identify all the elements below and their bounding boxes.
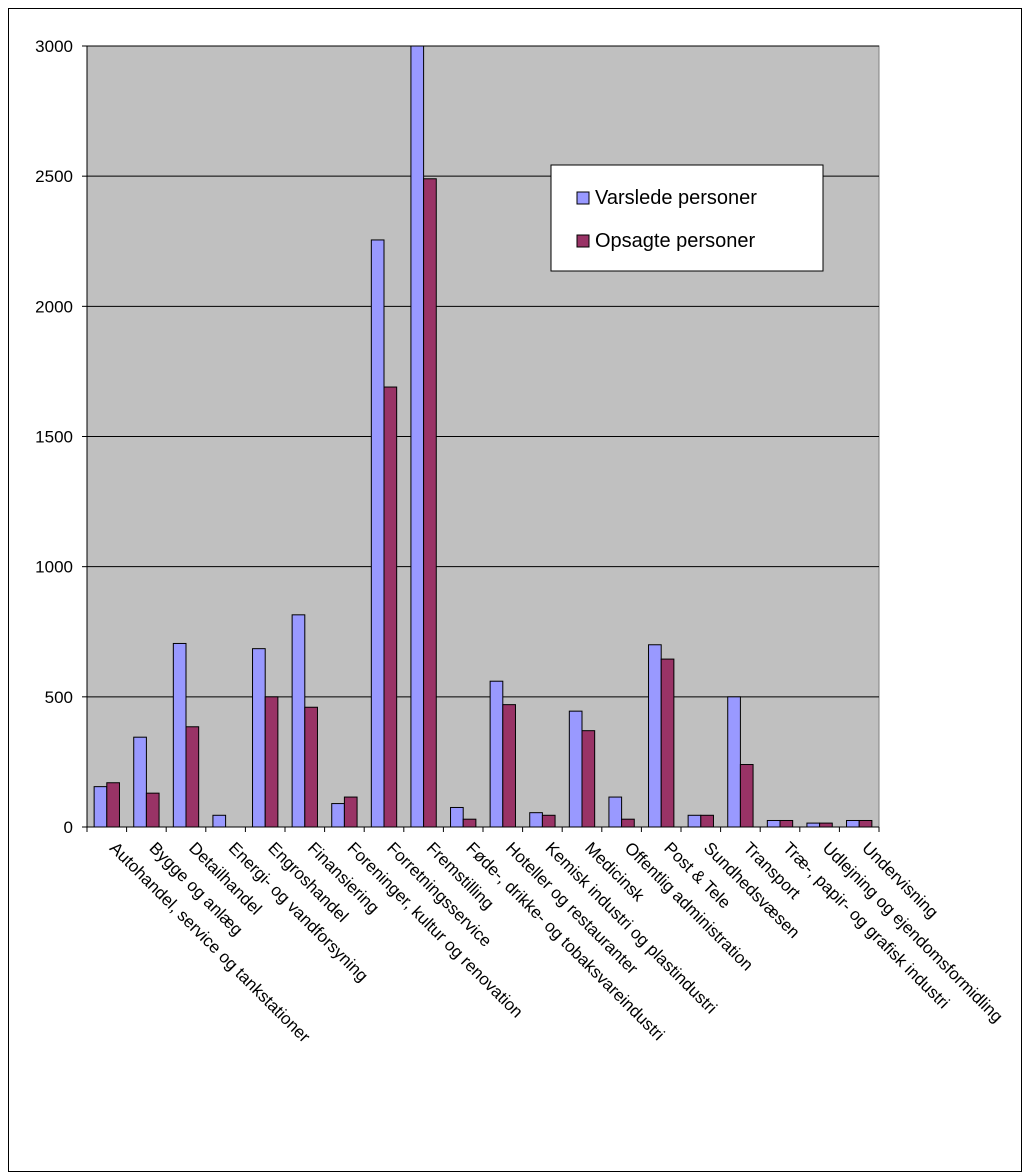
y-tick-label: 1500	[35, 428, 73, 447]
bar-varslede	[410, 45, 425, 828]
legend-label: Opsagte personer	[595, 230, 755, 252]
bar-opsagte	[145, 792, 160, 828]
bar-varslede	[568, 710, 583, 828]
bar-varslede	[727, 696, 741, 828]
bar-varslede	[846, 819, 860, 828]
bar-opsagte	[660, 658, 675, 828]
bar-varslede	[687, 814, 702, 828]
bar-opsagte	[819, 822, 833, 828]
x-tick-label: Udlejning og ejendomsformidling	[819, 838, 1007, 1026]
bars	[93, 45, 873, 828]
bar-varslede	[450, 806, 464, 828]
bar-opsagte	[502, 704, 516, 828]
y-tick-label: 2500	[35, 167, 73, 186]
legend-swatch	[576, 191, 590, 205]
bar-varslede	[489, 680, 504, 828]
bar-varslede	[291, 614, 306, 828]
bar-varslede	[608, 796, 623, 828]
plot-area	[86, 45, 880, 828]
legend-swatch	[576, 234, 590, 248]
legend-box	[550, 164, 824, 272]
bar-varslede	[529, 812, 543, 828]
bar-opsagte	[185, 726, 200, 828]
bar-opsagte	[858, 819, 873, 828]
bar-opsagte	[621, 818, 635, 828]
bar-opsagte	[462, 818, 477, 828]
bar-opsagte	[581, 730, 596, 828]
bar-varslede	[172, 642, 187, 828]
bar-varslede	[648, 644, 662, 828]
bar-varslede	[212, 814, 227, 828]
y-tick-label: 500	[45, 688, 73, 707]
y-tick-label: 3000	[35, 37, 73, 56]
bar-opsagte	[106, 782, 120, 828]
bar-opsagte	[739, 764, 754, 828]
y-tick-label: 1000	[35, 558, 73, 577]
bar-varslede	[331, 803, 345, 828]
bar-varslede	[806, 822, 821, 828]
bar-opsagte	[541, 814, 556, 828]
bar-opsagte	[304, 706, 318, 828]
bar-varslede	[766, 819, 781, 828]
bar-opsagte	[343, 796, 358, 828]
bar-varslede	[252, 648, 266, 828]
bar-varslede	[133, 736, 147, 828]
x-tick-label: Træ-, papir- og grafisk industri	[779, 838, 953, 1012]
bar-opsagte	[423, 178, 437, 828]
bar-varslede	[370, 239, 385, 828]
bar-opsagte	[383, 386, 398, 828]
bar-varslede	[93, 786, 108, 828]
y-tick-label: 0	[64, 818, 73, 837]
bar-opsagte	[700, 814, 714, 828]
bar-opsagte	[779, 819, 794, 828]
y-tick-label: 2000	[35, 297, 73, 316]
legend-label: Varslede personer	[595, 187, 757, 209]
legend: Varslede personer Opsagte personer	[550, 164, 824, 272]
bar-opsagte	[264, 696, 279, 828]
